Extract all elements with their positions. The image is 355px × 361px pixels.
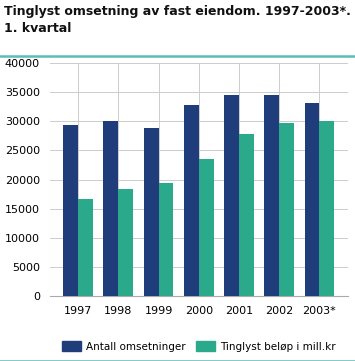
Bar [279, 123, 294, 296]
Bar [224, 95, 239, 296]
Bar [264, 95, 279, 296]
Text: Tinglyst omsetning av fast eiendom. 1997-2003*.
1. kvartal: Tinglyst omsetning av fast eiendom. 1997… [4, 5, 350, 35]
Bar [199, 158, 214, 296]
Bar [63, 126, 78, 296]
Bar [144, 129, 159, 296]
Legend: Antall omsetninger, Tinglyst beløp i mill.kr: Antall omsetninger, Tinglyst beløp i mil… [58, 337, 340, 356]
Bar [118, 190, 133, 296]
Bar [305, 103, 320, 296]
Bar [103, 121, 118, 296]
Bar [320, 121, 334, 296]
Bar [78, 199, 93, 296]
Bar [184, 105, 199, 296]
Bar [239, 134, 254, 296]
Bar [159, 183, 174, 296]
